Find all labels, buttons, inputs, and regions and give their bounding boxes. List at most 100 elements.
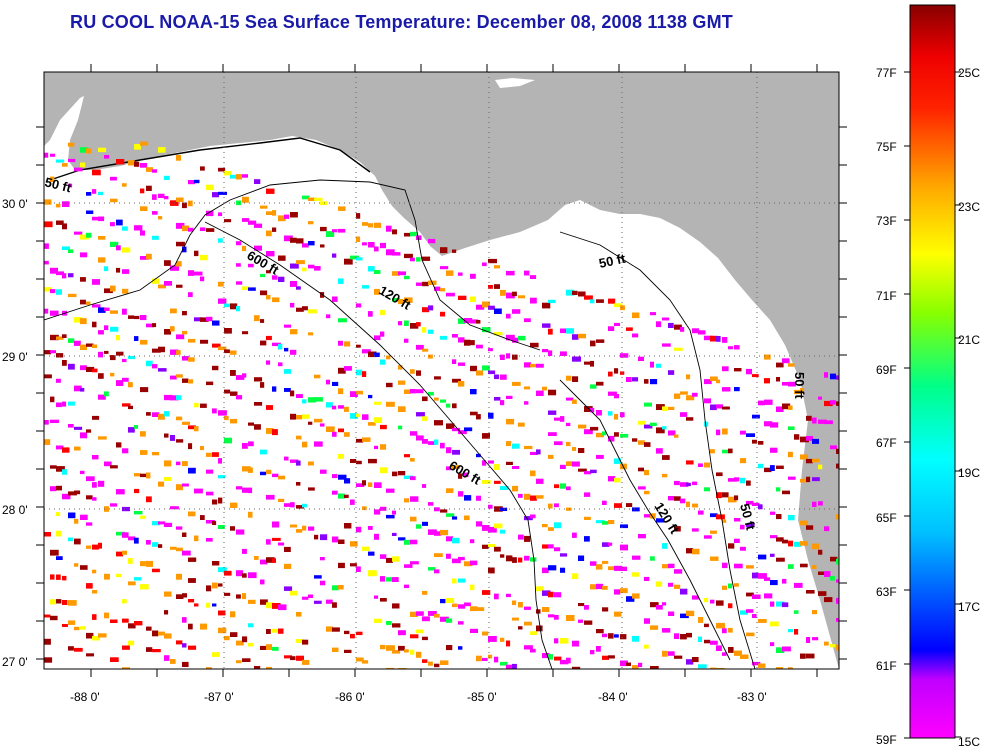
- sst-pixel: [242, 443, 248, 449]
- sst-pixel: [272, 342, 281, 347]
- sst-pixel: [164, 655, 170, 661]
- sst-pixel: [524, 270, 530, 276]
- sst-pixel: [530, 297, 537, 304]
- sst-pixel: [260, 559, 268, 565]
- sst-pixel: [272, 646, 279, 651]
- sst-pixel: [80, 234, 89, 240]
- sst-pixel: [692, 481, 698, 486]
- sst-pixel: [662, 406, 668, 411]
- colorbar-label-19c: 19C: [958, 466, 981, 480]
- sst-pixel: [542, 323, 551, 328]
- sst-pixel: [338, 474, 347, 480]
- sst-pixel: [164, 633, 172, 639]
- sst-pixel: [416, 412, 425, 417]
- sst-pixel: [182, 330, 188, 335]
- sst-pixel: [152, 649, 161, 653]
- sst-pixel: [236, 306, 241, 312]
- sst-pixel: [278, 255, 286, 261]
- sst-pixel: [482, 433, 490, 439]
- sst-pixel: [410, 611, 418, 617]
- sst-pixel: [488, 370, 496, 375]
- sst-pixel: [254, 179, 261, 184]
- sst-pixel: [680, 498, 686, 504]
- sst-pixel: [374, 352, 380, 357]
- sst-pixel: [512, 381, 521, 386]
- sst-pixel: [686, 374, 691, 380]
- sst-pixel: [140, 206, 148, 211]
- sst-pixel: [284, 347, 289, 352]
- sst-pixel: [200, 227, 206, 231]
- sst-pixel: [56, 599, 62, 604]
- sst-pixel: [332, 647, 339, 652]
- sst-pixel: [356, 631, 363, 636]
- sst-pixel: [188, 599, 195, 603]
- lon-label-88: -88 0': [70, 690, 100, 704]
- sst-pixel: [134, 225, 143, 231]
- sst-pixel: [164, 260, 171, 266]
- sst-pixel: [308, 397, 317, 403]
- colorbar-label-75f: 75F: [876, 140, 897, 154]
- sst-pixel: [374, 595, 379, 599]
- sst-pixel: [212, 652, 220, 657]
- sst-pixel: [188, 227, 194, 232]
- sst-pixel: [410, 257, 415, 262]
- sst-pixel: [458, 556, 465, 561]
- sst-pixel: [350, 255, 359, 260]
- sst-pixel: [728, 496, 737, 503]
- sst-pixel: [488, 526, 497, 533]
- sst-pixel: [284, 369, 291, 374]
- sst-pixel: [170, 326, 175, 332]
- sst-pixel: [626, 596, 635, 602]
- sst-pixel: [734, 650, 742, 656]
- sst-pixel: [182, 550, 191, 556]
- sst-pixel: [98, 394, 106, 400]
- sst-pixel: [440, 335, 447, 340]
- sst-pixel: [104, 461, 112, 467]
- sst-pixel: [776, 601, 785, 607]
- lat-label-30: 30 0': [2, 197, 28, 211]
- sst-pixel: [158, 216, 163, 220]
- colorbar: [909, 4, 956, 739]
- sst-pixel: [68, 273, 74, 278]
- sst-pixel: [368, 266, 375, 272]
- sst-pixel: [356, 657, 364, 662]
- sst-pixel: [464, 339, 471, 346]
- sst-pixel: [434, 397, 439, 401]
- sst-pixel: [668, 611, 675, 616]
- sst-pixel: [44, 152, 49, 158]
- coastline: [49, 137, 371, 181]
- sst-pixel: [446, 466, 452, 471]
- sst-pixel: [710, 449, 715, 454]
- sst-pixel: [362, 506, 367, 511]
- sst-pixel: [662, 317, 670, 321]
- sst-pixel: [626, 662, 631, 666]
- sst-pixel: [620, 566, 627, 571]
- sst-pixel: [560, 416, 565, 422]
- sst-pixel: [356, 390, 363, 395]
- sst-pixel: [194, 317, 203, 322]
- sst-pixel: [386, 382, 393, 388]
- sst-pixel: [644, 442, 651, 447]
- sst-pixel: [470, 319, 479, 324]
- sst-pixel: [830, 445, 837, 450]
- sst-pixel: [182, 421, 190, 425]
- sst-pixel: [56, 336, 64, 340]
- sst-pixel: [56, 159, 65, 163]
- sst-pixel: [212, 452, 219, 457]
- sst-pixel: [188, 645, 197, 650]
- sst-pixel: [764, 399, 773, 405]
- sst-pixel: [194, 426, 199, 432]
- sst-pixel: [350, 633, 355, 639]
- sst-pixel: [92, 636, 101, 641]
- sst-pixel: [236, 486, 243, 490]
- sst-pixel: [344, 649, 352, 653]
- sst-pixel: [398, 425, 403, 430]
- sst-pixel: [200, 276, 205, 282]
- sst-pixel: [602, 633, 608, 638]
- sst-pixel: [752, 374, 759, 378]
- sst-pixel: [110, 657, 119, 662]
- sst-pixel: [302, 306, 308, 311]
- sst-pixel: [206, 538, 213, 542]
- sst-pixel: [188, 467, 196, 474]
- sst-pixel: [248, 572, 257, 579]
